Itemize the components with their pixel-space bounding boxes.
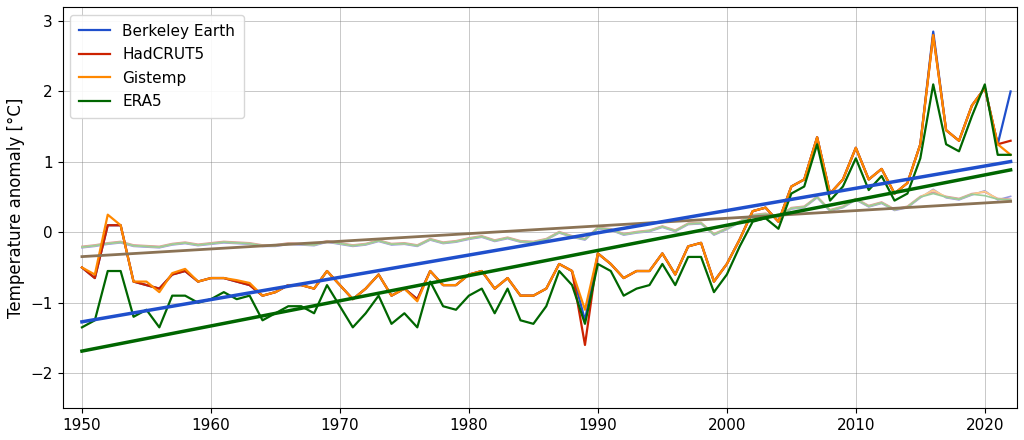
Legend: Berkeley Earth, HadCRUT5, Gistemp, ERA5: Berkeley Earth, HadCRUT5, Gistemp, ERA5 <box>71 15 244 118</box>
Line: HadCRUT5: HadCRUT5 <box>82 35 1011 345</box>
ERA5 <box>283 304 295 309</box>
HadCRUT5 <box>385 293 397 298</box>
Berkeley Earth <box>862 177 874 182</box>
Berkeley Earth <box>283 282 295 288</box>
Y-axis label: Temperature anomaly [°C]: Temperature anomaly [°C] <box>7 97 25 318</box>
ERA5 <box>1005 152 1017 158</box>
Line: Gistemp: Gistemp <box>82 35 1011 310</box>
Berkeley Earth <box>385 293 397 298</box>
Gistemp <box>540 286 552 291</box>
HadCRUT5 <box>1005 138 1017 143</box>
ERA5 <box>540 304 552 309</box>
Berkeley Earth <box>940 128 952 133</box>
HadCRUT5 <box>540 286 552 291</box>
ERA5 <box>76 325 88 330</box>
ERA5 <box>385 321 397 326</box>
HadCRUT5 <box>862 177 874 182</box>
Line: ERA5: ERA5 <box>82 84 1011 327</box>
Gistemp <box>1005 152 1017 158</box>
HadCRUT5 <box>940 128 952 133</box>
Gistemp <box>927 33 939 38</box>
HadCRUT5 <box>579 342 591 348</box>
Berkeley Earth <box>579 318 591 323</box>
Gistemp <box>940 128 952 133</box>
ERA5 <box>914 156 927 161</box>
HadCRUT5 <box>927 33 939 38</box>
Gistemp <box>385 293 397 298</box>
Line: Berkeley Earth: Berkeley Earth <box>82 32 1011 320</box>
ERA5 <box>876 173 888 179</box>
ERA5 <box>850 156 862 161</box>
Berkeley Earth <box>927 29 939 34</box>
HadCRUT5 <box>889 191 901 196</box>
HadCRUT5 <box>283 282 295 288</box>
Gistemp <box>283 282 295 288</box>
Gistemp <box>579 307 591 312</box>
HadCRUT5 <box>76 265 88 270</box>
Gistemp <box>862 177 874 182</box>
Berkeley Earth <box>76 265 88 270</box>
Gistemp <box>76 265 88 270</box>
Berkeley Earth <box>540 286 552 291</box>
Berkeley Earth <box>889 191 901 196</box>
ERA5 <box>927 82 939 87</box>
Berkeley Earth <box>1005 89 1017 94</box>
Gistemp <box>889 191 901 196</box>
